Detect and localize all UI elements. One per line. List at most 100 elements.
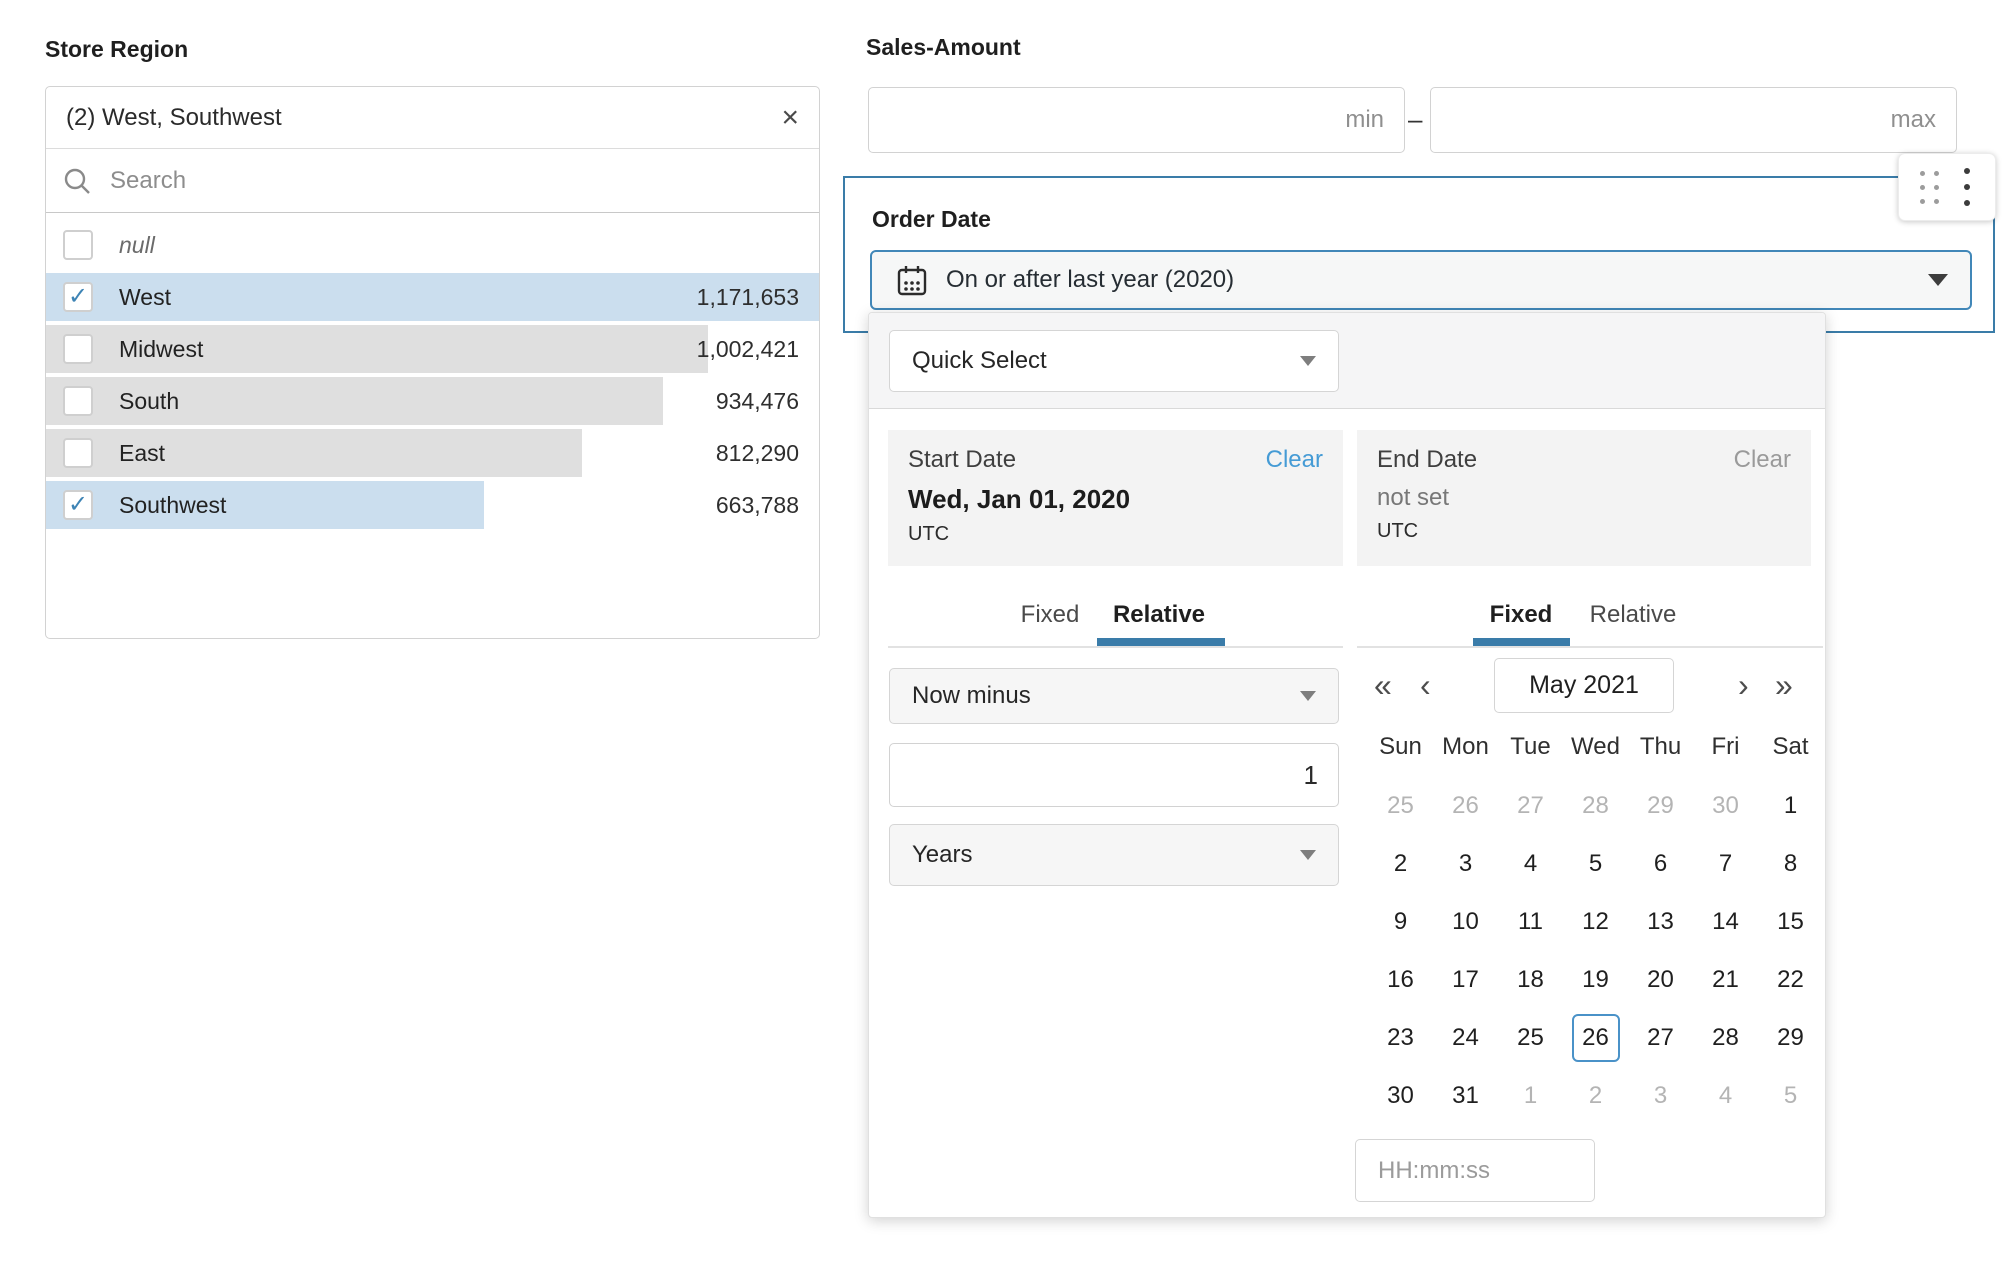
start-tabs-active-underline: [1097, 638, 1225, 646]
calendar-day[interactable]: 4: [1523, 850, 1538, 877]
calendar-day[interactable]: 28: [1712, 1024, 1739, 1051]
value-distribution-bar: [46, 481, 485, 529]
calendar-day[interactable]: 31: [1452, 1082, 1479, 1109]
calendar-day[interactable]: 30: [1387, 1082, 1414, 1109]
end-tabs-active-underline: [1473, 638, 1570, 646]
calendar-day[interactable]: 1: [1783, 792, 1798, 819]
calendar-day[interactable]: 28: [1582, 792, 1609, 819]
prev-year-chevrons-icon[interactable]: «: [1374, 667, 1392, 703]
search-input[interactable]: [110, 166, 803, 195]
order-date-dropdown[interactable]: On or after last year (2020): [870, 250, 1972, 310]
calendar-day[interactable]: 2: [1393, 850, 1408, 877]
region-list: null ✓ West 1,171,653 Midwest 1,002,421 South…: [46, 217, 819, 529]
order-date-filter-section[interactable]: Order Date On or after last year (2020): [843, 176, 1995, 333]
checkbox[interactable]: [63, 230, 93, 260]
sales-max-input[interactable]: [1430, 87, 1957, 153]
calendar-day[interactable]: 9: [1393, 908, 1408, 935]
calendar-day[interactable]: 30: [1712, 792, 1739, 819]
calendar-day[interactable]: 1: [1523, 1082, 1538, 1109]
month-year-button[interactable]: May 2021: [1494, 658, 1674, 713]
calendar-day[interactable]: 5: [1783, 1082, 1798, 1109]
selected-values-row[interactable]: (2) West, Southwest ×: [46, 87, 819, 149]
tab-start-fixed[interactable]: Fixed: [1020, 601, 1080, 628]
tab-end-relative[interactable]: Relative: [1589, 601, 1677, 628]
checkbox[interactable]: [63, 386, 93, 416]
checkbox[interactable]: [63, 334, 93, 364]
start-tabs-divider: [888, 646, 1343, 648]
weekday-header: Sun: [1379, 733, 1422, 760]
next-month-chevron-icon[interactable]: ›: [1738, 667, 1749, 703]
order-date-label: Order Date: [872, 206, 991, 232]
checkbox[interactable]: ✓: [63, 282, 93, 312]
quick-select-label: Quick Select: [912, 347, 1047, 374]
calendar-day[interactable]: 3: [1653, 1082, 1668, 1109]
start-date-timezone: UTC: [908, 523, 950, 545]
list-item-midwest[interactable]: Midwest 1,002,421: [46, 325, 819, 373]
calendar-day[interactable]: 24: [1452, 1024, 1479, 1051]
calendar-day[interactable]: 12: [1582, 908, 1609, 935]
calendar-day[interactable]: 3: [1458, 850, 1473, 877]
calendar-day[interactable]: 25: [1517, 1024, 1544, 1051]
calendar-day[interactable]: 29: [1647, 792, 1674, 819]
sales-min-input[interactable]: [868, 87, 1405, 153]
calendar-day[interactable]: 13: [1647, 908, 1674, 935]
list-item-count: 1,171,653: [696, 283, 799, 310]
calendar-day[interactable]: 22: [1777, 966, 1804, 993]
start-date-clear-button[interactable]: Clear: [1265, 446, 1323, 473]
filter-hover-toolbar: [1898, 153, 1996, 221]
checkbox[interactable]: [63, 438, 93, 468]
checkbox[interactable]: ✓: [63, 490, 93, 520]
calendar-day[interactable]: 11: [1518, 908, 1543, 935]
calendar-day[interactable]: 27: [1647, 1024, 1674, 1051]
calendar-day[interactable]: 7: [1718, 850, 1733, 877]
calendar-day[interactable]: 19: [1582, 966, 1609, 993]
prev-month-chevron-icon[interactable]: ‹: [1420, 667, 1431, 703]
next-year-chevrons-icon[interactable]: »: [1775, 667, 1793, 703]
tab-end-fixed[interactable]: Fixed: [1489, 601, 1553, 628]
kebab-menu-icon[interactable]: [1960, 164, 1974, 210]
list-item-count: 1,002,421: [696, 335, 799, 362]
end-date-clear-button[interactable]: Clear: [1733, 446, 1791, 473]
value-distribution-bar: [46, 273, 819, 321]
drag-handle-icon[interactable]: [1920, 170, 1939, 204]
calendar-day[interactable]: 16: [1387, 966, 1414, 993]
calendar-day-selected[interactable]: 26: [1563, 1009, 1628, 1067]
calendar-day[interactable]: 15: [1777, 908, 1804, 935]
list-item-east[interactable]: East 812,290: [46, 429, 819, 477]
calendar-day[interactable]: 17: [1452, 966, 1479, 993]
calendar-day[interactable]: 29: [1777, 1024, 1804, 1051]
check-icon: ✓: [67, 491, 89, 518]
relative-unit-dropdown[interactable]: Years: [889, 824, 1339, 886]
list-item-count: 934,476: [715, 387, 799, 414]
calendar-day[interactable]: 18: [1517, 966, 1544, 993]
calendar-day[interactable]: 5: [1588, 850, 1603, 877]
list-item-west[interactable]: ✓ West 1,171,653: [46, 273, 819, 321]
tab-start-relative[interactable]: Relative: [1112, 601, 1206, 628]
time-input[interactable]: [1355, 1139, 1595, 1202]
relative-operator-dropdown[interactable]: Now minus: [889, 668, 1339, 724]
relative-amount-input[interactable]: [889, 743, 1339, 807]
calendar-day[interactable]: 20: [1647, 966, 1674, 993]
calendar-day[interactable]: 26: [1452, 792, 1479, 819]
calendar-day[interactable]: 25: [1387, 792, 1414, 819]
weekday-header: Mon: [1442, 733, 1489, 760]
quick-select-dropdown[interactable]: Quick Select: [889, 330, 1339, 392]
calendar-day[interactable]: 8: [1783, 850, 1798, 877]
calendar-grid: Sun Mon Tue Wed Thu Fri Sat 25 26 27 28 29 30 1 2 3 4 5 6 7…: [1368, 719, 1823, 1125]
value-distribution-bar: [46, 377, 663, 425]
calendar-day[interactable]: 2: [1588, 1082, 1603, 1109]
list-item-south[interactable]: South 934,476: [46, 377, 819, 425]
close-icon[interactable]: ×: [781, 100, 799, 134]
calendar-day[interactable]: 4: [1718, 1082, 1733, 1109]
calendar-day[interactable]: 21: [1712, 966, 1739, 993]
value-distribution-bar: [46, 429, 582, 477]
calendar-day[interactable]: 23: [1387, 1024, 1414, 1051]
calendar-day[interactable]: 6: [1653, 850, 1668, 877]
calendar-day[interactable]: 27: [1517, 792, 1544, 819]
list-item-null[interactable]: null: [46, 221, 819, 269]
relative-unit-label: Years: [912, 841, 973, 868]
calendar-day[interactable]: 14: [1712, 908, 1739, 935]
list-item-southwest[interactable]: ✓ Southwest 663,788: [46, 481, 819, 529]
calendar-day[interactable]: 10: [1452, 908, 1479, 935]
list-item-label: West: [119, 283, 171, 310]
